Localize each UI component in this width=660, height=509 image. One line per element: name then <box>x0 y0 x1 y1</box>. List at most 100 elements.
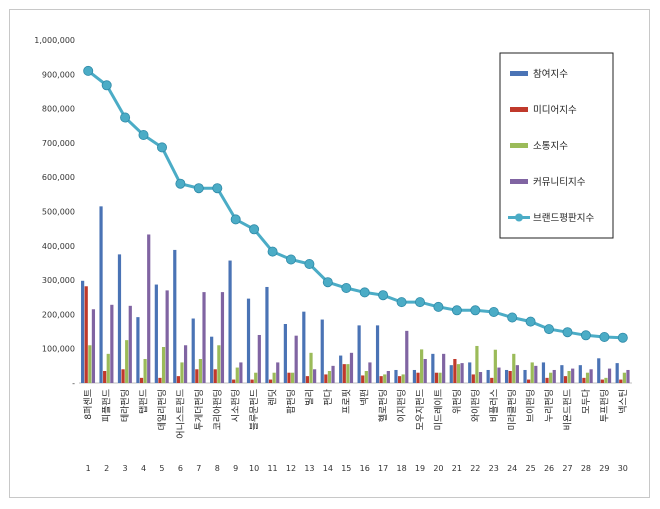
rank-label: 18 <box>396 464 406 473</box>
y-tick-label: 100,000 <box>42 345 75 354</box>
category-label: 팝펀딩 <box>285 389 297 414</box>
category-label: 데일리펀딩 <box>157 389 168 430</box>
rank-label: 14 <box>323 464 333 473</box>
rank-label: 19 <box>415 464 425 473</box>
legend-label-1: 참여지수 <box>533 68 568 80</box>
bar-2-3 <box>121 369 125 383</box>
legend-swatch-2 <box>510 107 528 112</box>
y-tick-label: 600,000 <box>42 173 75 182</box>
bar-4-7 <box>202 292 206 383</box>
bar-2-16 <box>361 375 365 383</box>
rank-label: 15 <box>341 464 351 473</box>
bar-3-14 <box>327 371 332 383</box>
reputation-point-5 <box>156 142 167 153</box>
category-label: 모두다 <box>581 388 592 414</box>
bar-4-26 <box>552 369 556 383</box>
bar-4-1 <box>91 309 96 383</box>
bar-1-21 <box>449 365 453 383</box>
category-label: 테라펀딩 <box>120 389 131 422</box>
bar-4-20 <box>442 353 446 383</box>
category-label: 8퍼센트 <box>83 389 94 420</box>
bar-4-5 <box>165 290 169 383</box>
bar-1-18 <box>394 369 398 383</box>
bar-2-20 <box>434 372 439 383</box>
bar-4-4 <box>147 234 151 383</box>
bar-3-5 <box>161 346 166 383</box>
bar-4-13 <box>313 369 317 383</box>
bar-1-13 <box>302 311 306 383</box>
bar-4-22 <box>478 372 483 383</box>
bar-4-2 <box>110 304 114 383</box>
bar-3-15 <box>346 364 350 383</box>
rank-label: 24 <box>507 464 517 473</box>
bar-2-15 <box>342 364 346 383</box>
rank-label: 28 <box>581 464 591 473</box>
category-label: 투게더펀딩 <box>194 389 205 430</box>
y-tick-label: 1,000,000 <box>34 36 75 45</box>
category-label: 와이펀딩 <box>469 389 481 422</box>
bar-3-22 <box>475 345 479 383</box>
bar-4-8 <box>220 292 225 383</box>
reputation-point-4 <box>138 130 149 141</box>
rank-label: 27 <box>562 464 572 473</box>
bar-4-3 <box>128 305 132 383</box>
rank-label: 5 <box>159 464 164 473</box>
category-label: 펀다 <box>323 388 334 405</box>
bar-3-21 <box>456 364 461 383</box>
bar-2-23 <box>490 377 494 383</box>
bar-2-27 <box>563 376 568 383</box>
bar-3-30 <box>622 372 626 383</box>
category-label: 코리아펀딩 <box>212 389 223 430</box>
y-tick-label: 300,000 <box>42 276 75 285</box>
bar-3-26 <box>549 372 553 383</box>
bar-3-1 <box>88 345 92 383</box>
rank-label: 12 <box>286 464 296 473</box>
category-label: 넥스틴 <box>618 389 629 414</box>
bar-3-9 <box>235 367 239 383</box>
bar-1-12 <box>283 324 287 383</box>
bar-2-30 <box>619 379 623 383</box>
reputation-point-10 <box>249 224 260 235</box>
bar-3-17 <box>383 374 387 383</box>
bar-3-8 <box>217 345 221 383</box>
reputation-point-3 <box>120 112 131 123</box>
reputation-point-19 <box>414 297 425 308</box>
reputation-point-24 <box>507 312 518 323</box>
bar-2-25 <box>527 379 531 383</box>
bar-3-3 <box>125 340 129 384</box>
bar-2-13 <box>305 376 310 383</box>
bar-2-7 <box>195 369 199 383</box>
reputation-point-8 <box>212 183 223 194</box>
legend-swatch-1 <box>510 71 528 76</box>
category-label: 넥펀 <box>360 389 371 406</box>
category-label: 비욘드펀드 <box>562 389 573 430</box>
category-label: 헬로펀딩 <box>378 389 389 422</box>
category-label: 모우지펀드 <box>415 389 426 430</box>
bar-2-14 <box>324 374 328 383</box>
bar-4-14 <box>331 365 335 383</box>
category-label: 위펀딩 <box>452 389 463 414</box>
y-tick-label: 200,000 <box>42 310 75 319</box>
bar-2-8 <box>213 369 217 383</box>
bar-3-16 <box>364 371 368 383</box>
bar-1-20 <box>431 353 435 383</box>
category-label: 비플러스 <box>489 389 500 422</box>
reputation-point-16 <box>359 287 370 298</box>
category-label: 투프펀딩 <box>599 389 610 422</box>
bar-3-20 <box>438 372 442 383</box>
bar-4-28 <box>589 369 593 383</box>
bar-4-15 <box>349 352 354 383</box>
rank-label: 16 <box>360 464 370 473</box>
legend-line-marker <box>515 213 523 222</box>
bar-3-27 <box>567 371 571 383</box>
bar-4-19 <box>423 358 427 383</box>
y-tick-label: 400,000 <box>42 242 75 251</box>
bar-1-5 <box>154 284 158 383</box>
category-label: 탭펀드 <box>138 389 150 414</box>
rank-label: 9 <box>233 464 238 473</box>
reputation-point-12 <box>285 254 296 265</box>
bar-2-19 <box>416 372 420 383</box>
bar-4-16 <box>368 362 372 383</box>
category-label: 누리펀딩 <box>544 389 555 422</box>
bar-2-29 <box>600 379 604 383</box>
